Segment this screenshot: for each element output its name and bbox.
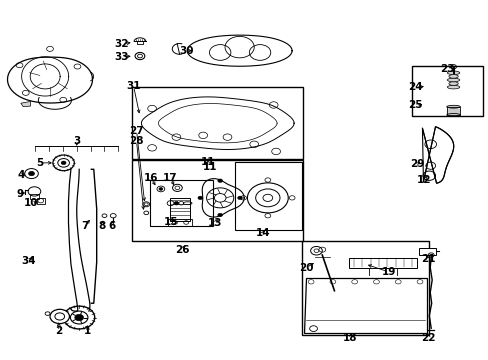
- Bar: [30, 194, 39, 199]
- Bar: [446, 107, 459, 115]
- Text: 12: 12: [416, 175, 431, 185]
- Text: 1: 1: [84, 327, 91, 337]
- Circle shape: [22, 90, 29, 95]
- Bar: [348, 257, 416, 267]
- Text: 5: 5: [37, 158, 44, 168]
- Circle shape: [70, 311, 88, 324]
- Circle shape: [55, 313, 64, 320]
- Text: 24: 24: [407, 82, 422, 92]
- Bar: [37, 198, 44, 203]
- Polygon shape: [422, 127, 453, 183]
- Text: 3: 3: [73, 136, 80, 147]
- Bar: [301, 241, 428, 336]
- Text: 34: 34: [21, 256, 35, 266]
- Text: 4: 4: [17, 170, 24, 180]
- Text: 11: 11: [201, 157, 215, 167]
- Circle shape: [29, 171, 34, 176]
- Bar: [137, 41, 142, 44]
- Circle shape: [60, 97, 66, 102]
- Polygon shape: [418, 248, 435, 255]
- Text: 30: 30: [179, 46, 193, 56]
- Circle shape: [61, 161, 66, 165]
- Text: 6: 6: [108, 221, 116, 231]
- Text: 27: 27: [129, 126, 143, 136]
- Bar: [168, 219, 192, 226]
- Circle shape: [159, 188, 163, 190]
- Text: 29: 29: [409, 159, 424, 169]
- Circle shape: [174, 202, 179, 205]
- Text: 9: 9: [16, 189, 23, 199]
- Polygon shape: [21, 102, 30, 107]
- Text: 7: 7: [81, 221, 88, 231]
- Text: 31: 31: [126, 81, 141, 91]
- Text: 25: 25: [407, 100, 422, 110]
- Text: 28: 28: [129, 136, 143, 147]
- Bar: [131, 87, 302, 158]
- Text: 15: 15: [163, 217, 178, 227]
- Polygon shape: [303, 278, 427, 333]
- Ellipse shape: [447, 78, 459, 82]
- Text: 19: 19: [382, 267, 396, 277]
- Circle shape: [237, 196, 242, 200]
- Circle shape: [50, 309, 69, 324]
- Text: 17: 17: [163, 173, 178, 183]
- Ellipse shape: [447, 85, 459, 89]
- Text: 22: 22: [420, 333, 435, 343]
- Circle shape: [217, 213, 222, 217]
- Circle shape: [25, 168, 38, 179]
- Text: 18: 18: [343, 333, 357, 343]
- Ellipse shape: [447, 71, 459, 75]
- Ellipse shape: [448, 75, 457, 78]
- Circle shape: [58, 158, 69, 167]
- Text: 2: 2: [55, 327, 62, 337]
- Circle shape: [16, 63, 23, 68]
- Text: 32: 32: [115, 39, 129, 49]
- Text: 23: 23: [440, 64, 454, 73]
- Text: 16: 16: [143, 173, 158, 183]
- Text: 21: 21: [420, 254, 435, 264]
- Bar: [411, 66, 482, 116]
- Text: 11: 11: [203, 162, 217, 172]
- Bar: [131, 160, 302, 241]
- Text: 10: 10: [24, 198, 39, 208]
- Circle shape: [217, 179, 222, 183]
- Circle shape: [74, 64, 81, 69]
- Bar: [170, 198, 189, 221]
- Circle shape: [75, 314, 83, 321]
- Ellipse shape: [448, 82, 457, 85]
- Circle shape: [198, 196, 203, 200]
- Bar: [149, 180, 212, 226]
- Text: 26: 26: [175, 245, 189, 255]
- Circle shape: [46, 46, 53, 51]
- Text: 33: 33: [115, 52, 129, 62]
- Text: 8: 8: [98, 221, 105, 231]
- Circle shape: [53, 155, 74, 171]
- Text: 13: 13: [208, 218, 222, 228]
- Text: 20: 20: [299, 262, 313, 273]
- Circle shape: [63, 306, 95, 329]
- Text: 14: 14: [255, 228, 270, 238]
- Bar: [234, 162, 301, 230]
